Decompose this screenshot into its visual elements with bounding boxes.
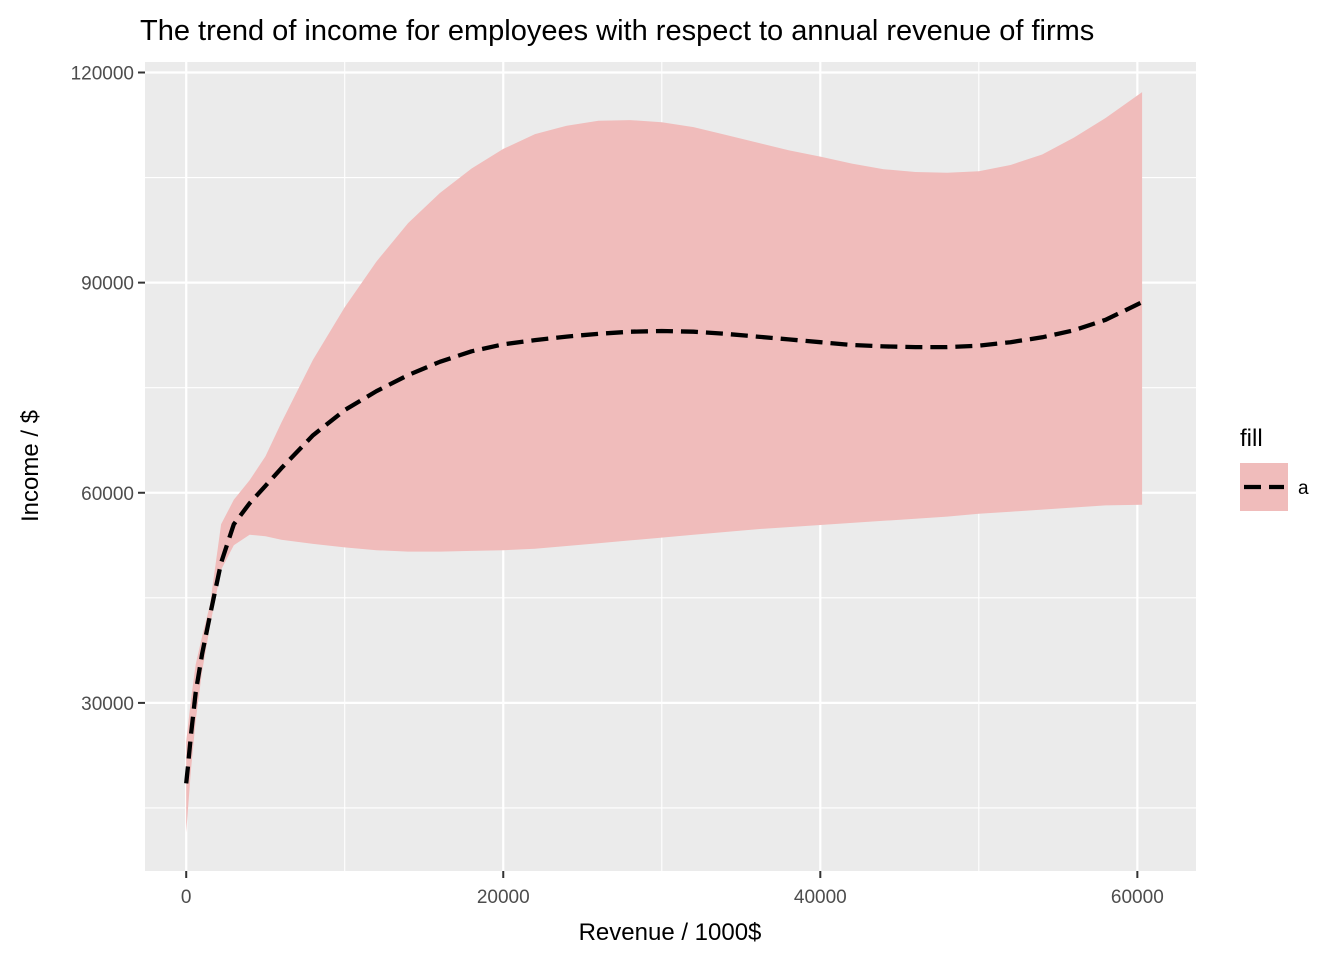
y-axis: 30000 60000 90000 120000: [71, 64, 145, 715]
x-tick-label: 20000: [477, 887, 530, 908]
y-tick-label: 120000: [71, 64, 134, 85]
chart-title: The trend of income for employees with r…: [140, 15, 1094, 47]
x-axis: 0 20000 40000 60000: [181, 871, 1164, 908]
x-tick-label: 0: [181, 887, 192, 908]
legend: fill a: [1240, 425, 1309, 511]
y-tick-label: 30000: [81, 694, 134, 715]
confidence-band-a: [186, 92, 1143, 833]
legend-title: fill: [1240, 425, 1263, 452]
x-tick-label: 60000: [1111, 887, 1164, 908]
y-tick-label: 60000: [81, 484, 134, 505]
y-tick-label: 90000: [81, 274, 134, 295]
trend-line-a: [184, 300, 1144, 784]
y-axis-title: Income / $: [17, 410, 44, 522]
legend-label-a: a: [1298, 478, 1309, 499]
x-axis-title: Revenue / 1000$: [579, 919, 762, 946]
x-tick-label: 40000: [794, 887, 847, 908]
